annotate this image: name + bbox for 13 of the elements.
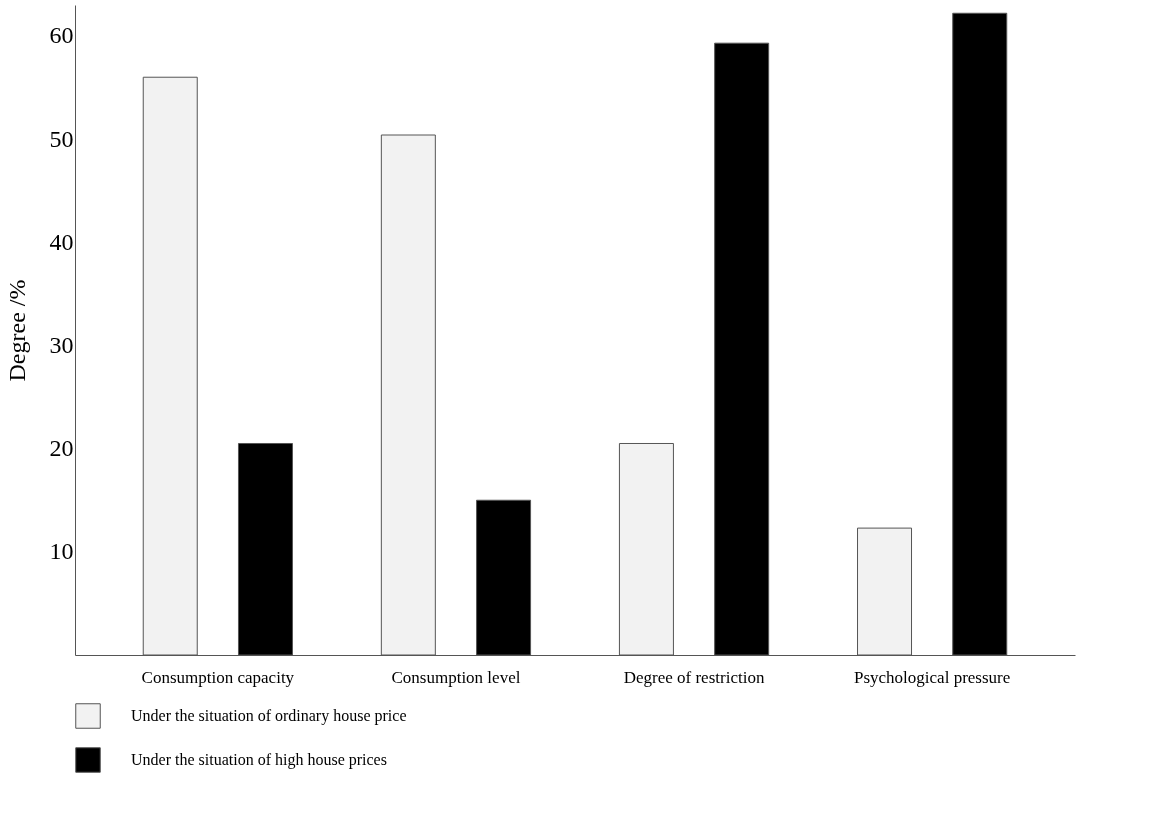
x-tick-label: Consumption capacity bbox=[141, 667, 295, 687]
x-tick-label: Psychological pressure bbox=[854, 667, 1011, 687]
y-tick-label: 10 bbox=[49, 538, 74, 565]
legend-label: Under the situation of high house prices bbox=[131, 751, 387, 769]
y-tick-label: 20 bbox=[49, 435, 74, 462]
y-tick-label: 50 bbox=[49, 125, 74, 152]
legend-label: Under the situation of ordinary house price bbox=[131, 707, 407, 725]
x-tick-label: Consumption level bbox=[391, 667, 521, 687]
y-axis-title: Degree /% bbox=[3, 279, 30, 382]
y-tick-label: 40 bbox=[49, 228, 74, 255]
x-tick-label: Degree of restriction bbox=[623, 667, 765, 687]
y-tick-label: 30 bbox=[49, 331, 74, 358]
y-tick-label: 60 bbox=[49, 22, 74, 49]
